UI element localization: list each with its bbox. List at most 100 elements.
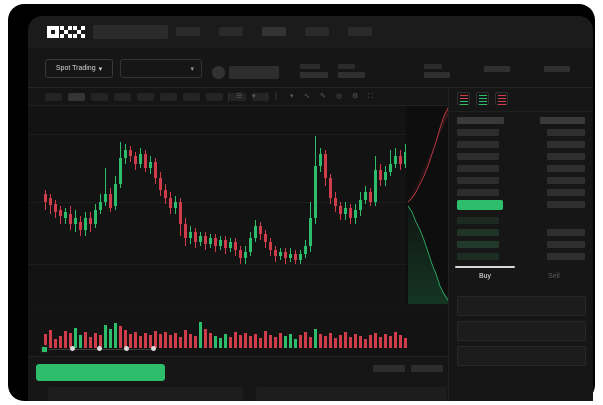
both-sides-mode-icon[interactable]: [457, 92, 470, 105]
candle-body: [299, 254, 302, 260]
volume-bar-65: [369, 335, 372, 348]
candle-body: [109, 194, 112, 208]
candle-body: [214, 238, 217, 246]
candle-body: [334, 198, 337, 206]
bottom-action-1[interactable]: [411, 365, 443, 372]
timeframe-4[interactable]: [137, 93, 154, 101]
ask-row-0-size[interactable]: [547, 129, 585, 136]
nav-item-2[interactable]: [262, 27, 286, 36]
candle-body: [259, 226, 262, 234]
volume-bar-19: [139, 336, 142, 348]
ask-row-4-price[interactable]: [457, 177, 499, 184]
bid-row-0-price[interactable]: [457, 217, 499, 224]
chevron-down-icon-2[interactable]: ▾: [290, 93, 294, 100]
nav-item-4[interactable]: [348, 27, 372, 36]
timeframe-1[interactable]: [68, 93, 85, 101]
total-input[interactable]: [457, 346, 586, 366]
draw-pencil-icon[interactable]: ✎: [320, 93, 326, 100]
chevron-down-icon: ▾: [190, 66, 194, 73]
amount-slider[interactable]: [40, 345, 160, 354]
bottom-card-0[interactable]: [48, 387, 243, 401]
volume-bar-50: [294, 339, 297, 348]
volume-bar-59: [339, 335, 342, 348]
search-input[interactable]: [93, 25, 168, 39]
nav-item-0[interactable]: [176, 27, 200, 36]
timeframe-7[interactable]: [206, 93, 223, 101]
submit-buy-button[interactable]: [36, 364, 165, 381]
gridline-2: [28, 264, 448, 265]
slider-stop-25[interactable]: [70, 346, 75, 351]
order-form-tabs: Buy Sell: [449, 266, 593, 290]
settings-gear-icon[interactable]: ⚙: [352, 93, 359, 100]
bottom-card-1[interactable]: [256, 387, 446, 401]
candle-body: [94, 210, 97, 224]
stat-3-value: [484, 66, 510, 72]
okx-logo-icon[interactable]: [47, 26, 85, 38]
ask-row-2-size[interactable]: [547, 153, 585, 160]
amount-input[interactable]: [457, 321, 586, 341]
volume-bar-2: [54, 339, 57, 348]
slider-stop-75[interactable]: [124, 346, 129, 351]
trading-mode-selector[interactable]: Spot Trading ▾: [45, 59, 113, 78]
ask-row-1-size[interactable]: [547, 141, 585, 148]
timeframe-0[interactable]: [45, 93, 62, 101]
tab-buy[interactable]: Buy: [478, 273, 492, 280]
ask-row-0-price[interactable]: [457, 129, 499, 136]
timeframe-6[interactable]: [183, 93, 200, 101]
candlestick-chart[interactable]: [28, 106, 448, 306]
candle-body: [174, 202, 177, 208]
bid-row-1-size[interactable]: [547, 229, 585, 236]
candle-body: [164, 190, 167, 198]
ask-row-4-size[interactable]: [547, 177, 585, 184]
slider-stop-100[interactable]: [151, 346, 156, 351]
volume-bar-20: [144, 333, 147, 348]
asks-only-mode-icon[interactable]: [495, 92, 508, 105]
chevron-down-icon[interactable]: ▾: [252, 93, 256, 100]
line-chart-icon[interactable]: ∿: [304, 93, 310, 100]
ask-row-5-price[interactable]: [457, 189, 499, 196]
chart-type-icon[interactable]: ┆: [274, 93, 279, 100]
fullscreen-icon[interactable]: ⛶: [368, 93, 373, 100]
ask-row-5-size[interactable]: [547, 189, 585, 196]
bid-row-1-price[interactable]: [457, 229, 499, 236]
camera-icon[interactable]: ◎: [336, 93, 343, 100]
volume-bar-72: [404, 338, 407, 348]
trading-pair-selector[interactable]: ▾: [120, 59, 202, 78]
nav-item-1[interactable]: [219, 27, 243, 36]
bid-row-3-price[interactable]: [457, 253, 499, 260]
bottom-action-0[interactable]: [373, 365, 405, 372]
slider-stop-50[interactable]: [97, 346, 102, 351]
candle-body: [279, 252, 282, 256]
candle-body: [154, 162, 157, 178]
bids-only-mode-icon[interactable]: [476, 92, 489, 105]
volume-bar-39: [239, 335, 242, 348]
ask-row-3-price[interactable]: [457, 165, 499, 172]
volume-bar-36: [224, 334, 227, 348]
trading-mode-label: Spot Trading: [55, 65, 96, 72]
tab-sell[interactable]: Sell: [548, 273, 560, 280]
bid-row-2-price[interactable]: [457, 241, 499, 248]
ask-row-2-price[interactable]: [457, 153, 499, 160]
volume-bar-67: [379, 337, 382, 348]
timeframe-3[interactable]: [114, 93, 131, 101]
volume-bar-28: [184, 330, 187, 348]
bid-row-3-size[interactable]: [547, 253, 585, 260]
bid-row-2-size[interactable]: [547, 241, 585, 248]
timeframe-2[interactable]: [91, 93, 108, 101]
nav-item-3[interactable]: [305, 27, 329, 36]
logo-letter-x: [73, 26, 85, 38]
timeframe-8[interactable]: [229, 93, 246, 101]
slider-handle[interactable]: [40, 345, 49, 354]
candle-body: [254, 226, 257, 238]
volume-bar-61: [349, 337, 352, 348]
indicators-icon[interactable]: ☰: [236, 93, 243, 100]
top-navigation-bar: [28, 16, 593, 48]
price-input[interactable]: [457, 296, 586, 316]
stat-1-label: [338, 64, 355, 69]
ask-row-3-size[interactable]: [547, 165, 585, 172]
stat-0: [300, 64, 328, 78]
timeframe-9[interactable]: [252, 93, 269, 101]
candle-wick: [390, 150, 391, 176]
ask-row-1-price[interactable]: [457, 141, 499, 148]
timeframe-5[interactable]: [160, 93, 177, 101]
